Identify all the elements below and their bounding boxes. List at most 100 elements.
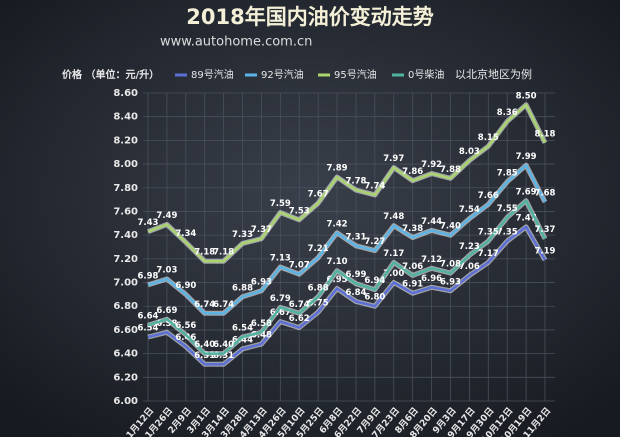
y-tick-label: 7.00 [113,278,138,289]
data-label: 6.75 [308,299,329,309]
legend-label: 89号汽油 [191,68,234,81]
data-label: 7.92 [421,160,442,170]
data-label: 6.58 [251,319,272,329]
data-label: 7.37 [251,225,272,235]
data-label: 6.40 [213,340,234,350]
data-label: 8.36 [497,108,518,118]
y-tick-label: 7.40 [113,230,138,241]
data-label: 6.69 [156,306,177,316]
data-label: 6.93 [440,277,461,287]
data-label: 6.64 [138,312,159,322]
data-label: 7.38 [402,224,423,234]
data-label: 7.55 [497,204,518,214]
data-label: 6.94 [364,276,385,286]
data-label: 7.21 [308,244,329,254]
y-tick-label: 8.40 [113,112,138,123]
data-label: 6.74 [213,300,234,310]
data-label: 6.40 [194,340,215,350]
y-tick-label: 8.60 [113,88,138,99]
data-label: 7.06 [402,262,423,272]
y-tick-label: 7.60 [113,206,138,217]
data-label: 7.74 [364,181,385,191]
data-label: 7.68 [535,188,556,198]
data-label: 6.88 [232,283,253,293]
y-tick-label: 6.60 [113,325,138,336]
data-label: 7.89 [327,164,348,174]
y-tick-label: 8.20 [113,135,138,146]
data-label: 7.23 [459,242,480,252]
data-label: 6.48 [251,331,272,341]
data-label: 7.99 [516,152,537,162]
data-label: 7.13 [270,254,291,264]
data-label: 6.54 [232,324,253,334]
data-label: 7.27 [364,237,385,247]
data-label: 6.54 [138,324,159,334]
legend-label: 92号汽油 [261,68,304,81]
data-label: 7.19 [535,247,556,257]
data-label: 6.96 [421,274,442,284]
data-label: 7.33 [232,230,253,240]
data-label: 7.78 [345,177,366,187]
data-label: 7.43 [138,218,159,228]
legend-label: 0号柴油 [408,68,444,81]
data-label: 6.74 [289,300,310,310]
data-label: 6.62 [289,314,310,324]
data-label: 7.03 [156,265,177,275]
data-label: 6.80 [364,293,385,303]
data-label: 7.00 [383,269,404,279]
series-line [147,103,547,263]
data-label: 8.18 [535,129,556,139]
data-label: 6.56 [175,321,196,331]
data-label: 6.99 [345,270,366,280]
data-label: 7.18 [213,248,234,258]
data-label: 6.84 [345,288,366,298]
data-label: 7.07 [289,261,310,271]
data-label: 6.90 [175,281,196,291]
y-tick-label: 7.20 [113,254,138,265]
data-label: 7.08 [440,260,461,270]
data-label: 6.67 [270,308,291,318]
data-label: 6.95 [327,275,348,285]
y-tick-label: 6.40 [113,349,138,360]
data-label: 8.03 [459,147,480,157]
data-label: 6.79 [270,294,291,304]
data-label: 7.42 [327,219,348,229]
note: 以北京地区为例 [455,67,532,81]
data-label: 7.44 [421,217,442,227]
data-label: 6.88 [308,283,329,293]
y-tick-label: 6.80 [113,301,138,312]
data-label: 7.69 [516,187,537,197]
series-line [147,199,547,355]
data-label: 7.18 [194,248,215,258]
y-tick-label: 8.00 [113,159,138,170]
data-label: 7.40 [440,222,461,232]
data-label: 7.10 [327,257,348,267]
data-label: 7.88 [440,165,461,175]
series-line [147,225,547,366]
data-label: 7.37 [535,225,556,235]
data-label: 7.17 [383,249,404,259]
data-label: 7.49 [156,211,177,221]
data-label: 6.58 [156,319,177,329]
series-line [147,164,547,315]
data-label: 7.17 [478,249,499,259]
y-tick-label: 6.00 [113,396,138,407]
data-label: 8.50 [516,91,537,101]
y-tick-label: 7.80 [113,183,138,194]
data-label: 7.66 [478,191,499,201]
data-label: 7.67 [308,190,329,200]
data-label: 6.91 [402,280,423,290]
data-label: 7.48 [383,212,404,222]
data-label: 6.93 [251,277,272,287]
chart-title: 2018年国内油价变动走势 [186,5,433,29]
data-label: 7.31 [345,232,366,242]
legend-label: 95号汽油 [334,68,377,81]
chart-subtitle: www.autohome.com.cn [160,35,312,50]
data-label: 6.44 [232,335,253,345]
data-label: 6.98 [138,271,159,281]
data-label: 7.12 [421,255,442,265]
data-label: 7.34 [175,229,196,239]
data-label: 7.59 [270,199,291,209]
